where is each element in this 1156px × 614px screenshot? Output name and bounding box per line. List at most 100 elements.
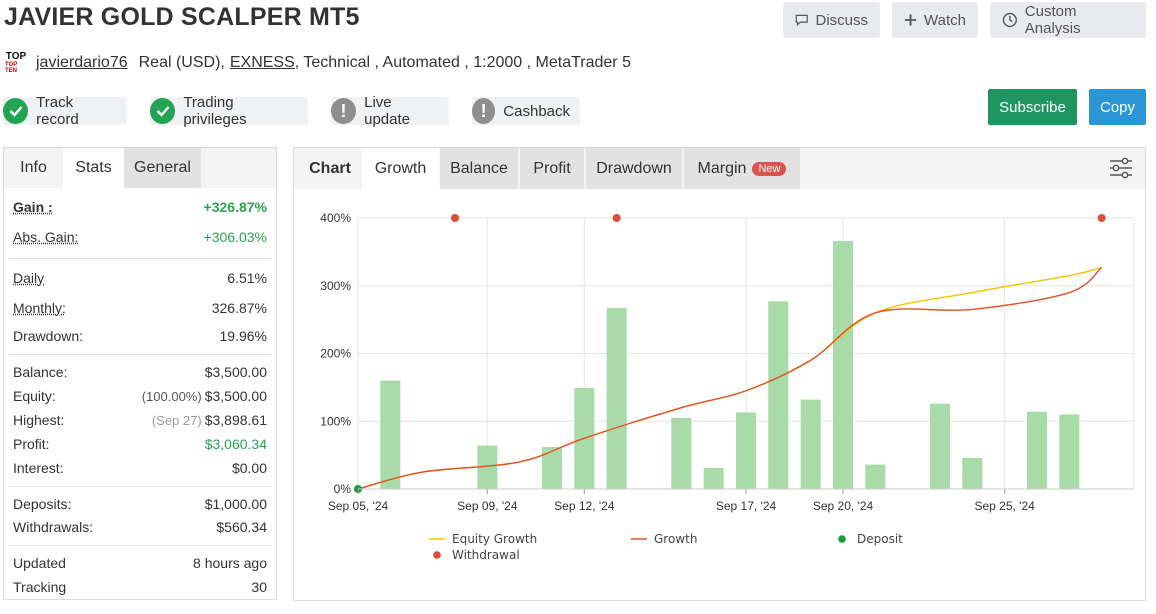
y-tick-label: 100%	[320, 414, 351, 428]
tab-growth[interactable]: Growth	[362, 148, 439, 189]
stat-value: 326.87%	[211, 300, 267, 316]
page-title: JAVIER GOLD SCALPER MT5	[4, 3, 360, 31]
tab-balance[interactable]: Balance	[440, 148, 518, 189]
stat-label: Interest:	[13, 460, 64, 476]
stat-interest: Interest: $0.00	[13, 460, 267, 476]
tab-info[interactable]: Info	[20, 159, 47, 176]
divider	[9, 545, 271, 546]
tab-drawdown[interactable]: Drawdown	[586, 148, 682, 189]
tab-margin[interactable]: Margin New	[684, 148, 800, 189]
stat-value: 8 hours ago	[193, 555, 267, 571]
stat-label[interactable]: Gain :	[13, 199, 53, 215]
stat-equity: Equity: (100.00%) $3,500.00	[13, 388, 267, 404]
withdrawal-marker	[1097, 214, 1106, 222]
stat-value: 19.96%	[219, 328, 267, 344]
stat-label[interactable]: Abs. Gain:	[13, 229, 79, 245]
tab-margin-label: Margin	[697, 159, 747, 177]
stat-label[interactable]: Daily	[13, 270, 45, 286]
chart-bar	[1059, 414, 1080, 489]
stat-value: 30	[251, 579, 267, 595]
clock-icon	[1002, 12, 1017, 28]
custom-analysis-button[interactable]: Custom Analysis	[990, 2, 1146, 38]
stats-panel: Info Stats General Gain : +326.87% Abs. …	[3, 147, 277, 600]
logo-top-text: TOP	[5, 51, 27, 62]
user-link[interactable]: javierdario76	[36, 54, 128, 71]
badge-live-update[interactable]: ! Live update	[331, 94, 449, 128]
badge-cashback[interactable]: ! Cashback	[472, 97, 580, 125]
stat-label: Equity:	[13, 388, 56, 404]
badge-trading-privileges[interactable]: Trading privileges	[150, 94, 308, 128]
divider	[9, 354, 271, 355]
stat-label: Tracking	[13, 579, 67, 595]
legend-deposit-swatch	[838, 535, 846, 543]
stat-updated: Updated 8 hours ago	[13, 555, 267, 571]
stat-label: Balance:	[13, 364, 68, 380]
legend-withdrawal-swatch	[433, 551, 441, 559]
stat-label[interactable]: Monthly:	[13, 300, 66, 316]
y-tick-label: 300%	[320, 279, 351, 293]
stat-sub: (Sep 27)	[151, 413, 202, 428]
chat-icon	[795, 14, 808, 26]
divider	[9, 486, 271, 487]
stat-abs-gain: Abs. Gain: +306.03%	[13, 229, 267, 245]
exclamation-icon: !	[331, 98, 357, 124]
y-tick-label: 200%	[320, 347, 351, 361]
custom-analysis-label: Custom Analysis	[1024, 3, 1081, 37]
stat-sub: (100.00%)	[141, 389, 202, 404]
tab-stats[interactable]: Stats	[63, 148, 124, 188]
chart-bar	[606, 308, 627, 489]
tab-chart[interactable]: Chart	[309, 159, 351, 177]
watch-button[interactable]: Watch	[892, 2, 978, 38]
stat-deposits: Deposits: $1,000.00	[13, 496, 267, 512]
chart-bar	[865, 464, 886, 489]
badge-label: Track record	[36, 94, 79, 128]
tab-general[interactable]: General	[124, 148, 201, 188]
chart-bar	[735, 412, 757, 489]
withdrawal-marker	[612, 214, 621, 222]
stat-value: $1,000.00	[204, 496, 267, 512]
line-series	[357, 266, 1103, 490]
stats-tabs: Info Stats General	[4, 148, 276, 188]
stat-value: 6.51%	[227, 270, 267, 286]
bar-series	[380, 241, 1080, 489]
stat-label: Highest:	[13, 412, 65, 428]
chart-bar	[671, 417, 692, 489]
equity-growth-line	[357, 266, 1102, 490]
y-tick-label: 0%	[334, 482, 352, 496]
discuss-button[interactable]: Discuss	[783, 2, 880, 38]
stat-label: Updated	[13, 555, 66, 571]
badge-label: Live update	[364, 94, 410, 128]
badge-label: Cashback	[503, 102, 570, 120]
badge-track-record[interactable]: Track record	[3, 94, 127, 128]
logo-bottom-text: TOP TEN	[5, 62, 18, 74]
withdrawal-marker	[451, 214, 459, 222]
tab-profit[interactable]: Profit	[520, 148, 584, 189]
legend-equity-label[interactable]: Equity Growth	[452, 532, 537, 546]
subscribe-button[interactable]: Subscribe	[988, 89, 1077, 125]
legend-growth-label[interactable]: Growth	[654, 532, 697, 546]
broker-logo: TOP TOP TEN	[5, 51, 27, 75]
chart-bar	[832, 241, 854, 489]
chart-bar	[768, 301, 789, 489]
discuss-label: Discuss	[815, 11, 868, 29]
stat-label: Profit:	[13, 436, 50, 452]
copy-button[interactable]: Copy	[1089, 89, 1146, 125]
x-tick-label: Sep 25, '24	[974, 499, 1035, 513]
y-tick-label: 400%	[320, 211, 351, 225]
chart-bar	[962, 457, 983, 489]
legend-withdrawal-label[interactable]: Withdrawal	[452, 548, 520, 562]
legend-deposit-label[interactable]: Deposit	[857, 532, 903, 546]
broker-link[interactable]: EXNESS	[229, 54, 295, 71]
chart-bar	[541, 446, 563, 489]
divider	[9, 258, 271, 259]
stat-profit: Profit: $3,060.34	[13, 436, 267, 452]
stat-label: Deposits:	[13, 496, 72, 512]
x-tick-label: Sep 17, '24	[716, 499, 777, 513]
stat-value: $560.34	[216, 519, 267, 535]
stat-withdrawals: Withdrawals: $560.34	[13, 519, 267, 535]
stat-value: $3,898.61	[204, 412, 267, 428]
stat-daily: Daily 6.51%	[13, 270, 267, 286]
stat-gain: Gain : +326.87%	[13, 199, 267, 215]
chart-bar	[380, 380, 401, 489]
chart-settings-icon[interactable]	[1108, 156, 1134, 180]
